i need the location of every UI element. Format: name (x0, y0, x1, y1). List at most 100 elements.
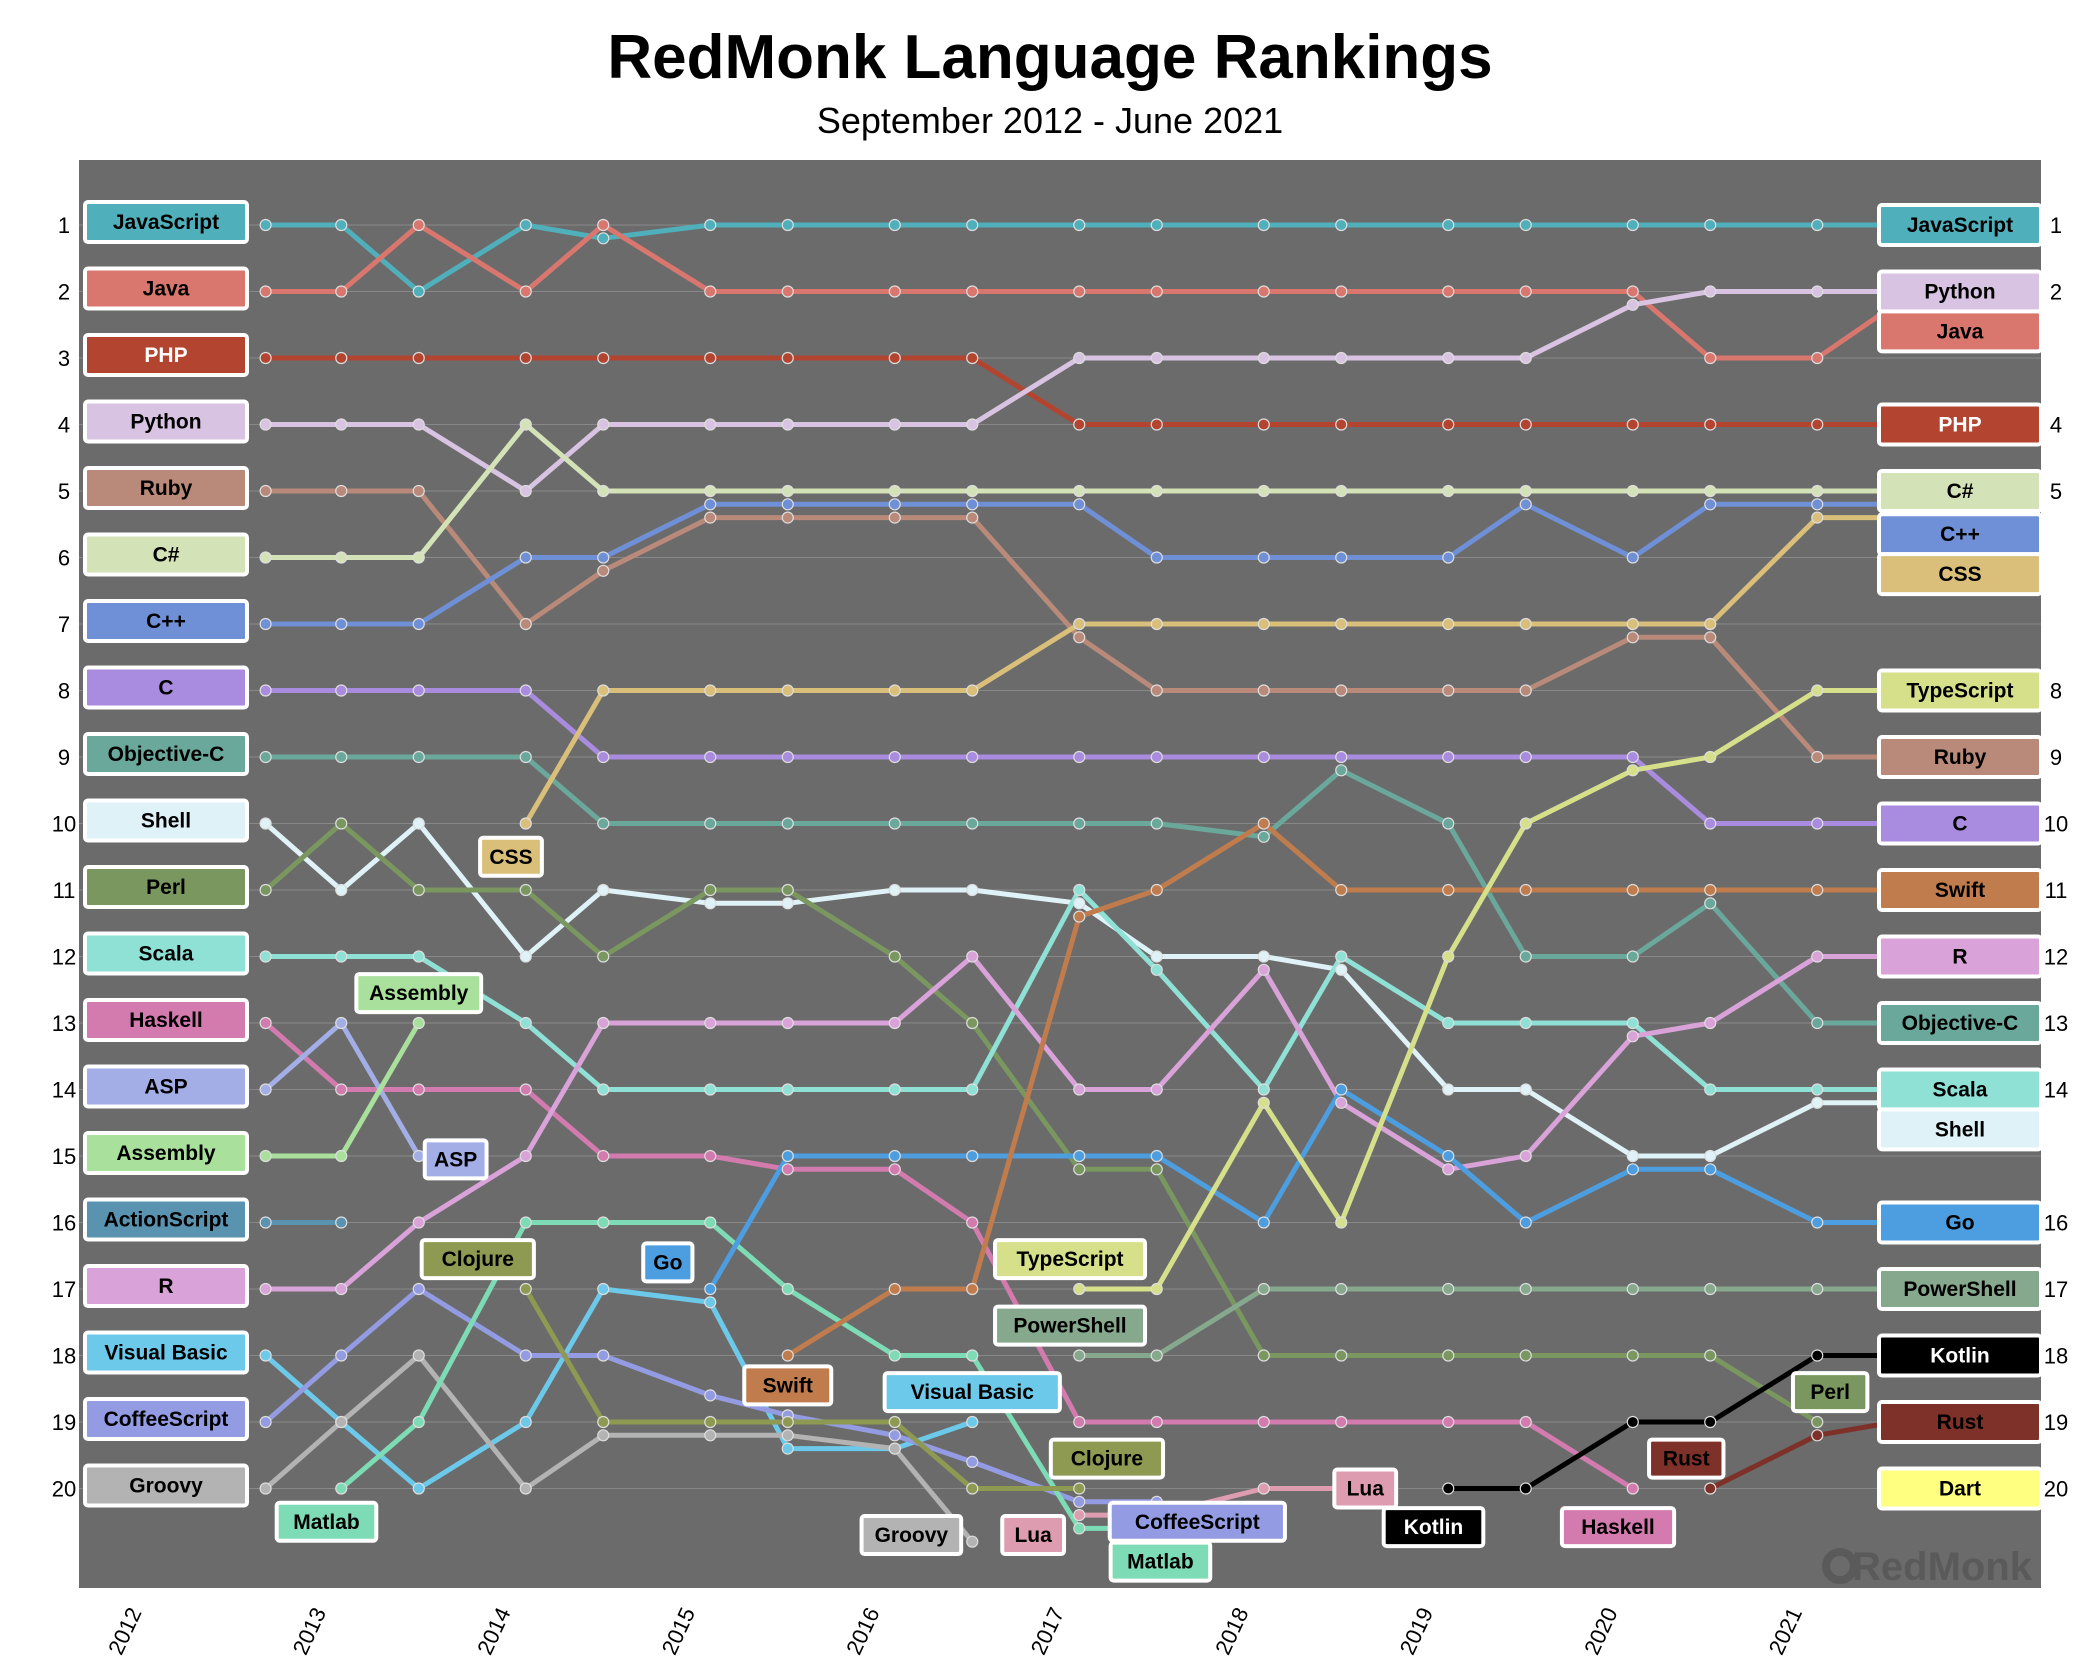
data-point-groovy (412, 1349, 425, 1362)
data-point-swift (888, 1282, 901, 1296)
inline-label-clojure-text: Clojure (1071, 1448, 1143, 1471)
left-label-haskell-text: Haskell (129, 1009, 203, 1032)
data-point-r (1442, 1163, 1455, 1176)
left-label-coffeescript: CoffeeScript (83, 1397, 249, 1441)
data-point-ruby (259, 484, 272, 498)
data-point-haskell (1626, 1482, 1639, 1495)
data-point-ruby (781, 511, 794, 524)
data-point-scala (1150, 963, 1163, 976)
watermark: RedMonk (1852, 1545, 2033, 1589)
data-point-javascript (966, 218, 979, 232)
data-point-matlab (519, 1216, 532, 1229)
left-label-c-text: C (158, 677, 173, 700)
series-line-powershell (1076, 1286, 1898, 1358)
year-tick-label: 2012 (103, 1604, 146, 1659)
data-point-c (519, 684, 532, 697)
data-point-swift (1704, 883, 1717, 897)
data-point-cplusplus (1704, 498, 1717, 511)
left-label-scala: Scala (83, 931, 249, 976)
left-label-haskell-box (83, 998, 249, 1042)
right-label-scala: Scala (1877, 1067, 2043, 1112)
left-label-shell: Shell (83, 798, 249, 843)
left-label-csharp-text: C# (153, 544, 180, 567)
right-label-shell-text: Shell (1935, 1118, 1985, 1141)
right-label-php-box (1877, 402, 2043, 447)
right-label-java: Java (1877, 309, 2043, 354)
data-point-java (1073, 285, 1086, 298)
data-point-javascript (1626, 218, 1639, 232)
data-point-r (335, 1282, 348, 1296)
right-label-csharp: C# (1877, 469, 2043, 513)
data-point-coffeescript (519, 1349, 532, 1362)
data-point-java (1442, 285, 1455, 298)
rank-tick-label: 18 (52, 1344, 76, 1369)
data-point-objective-c (412, 750, 425, 764)
data-point-visual-basic (519, 1415, 532, 1429)
inline-label-rust: Rust (1647, 1437, 1726, 1480)
data-point-perl (335, 817, 348, 830)
data-point-css (966, 684, 979, 697)
data-point-objective-c (597, 817, 610, 830)
data-point-php (1073, 418, 1086, 431)
data-point-r (704, 1016, 717, 1030)
right-label-ruby-box (1877, 735, 2043, 779)
chart-subtitle: September 2012 - June 2021 (816, 100, 1284, 141)
data-point-php (597, 351, 610, 365)
left-label-python-text: Python (130, 411, 201, 434)
data-point-objective-c (259, 750, 272, 764)
right-label-r: R (1877, 934, 2043, 979)
left-label-haskell: Haskell (83, 998, 249, 1042)
inline-label-clojure: Clojure (419, 1238, 536, 1281)
right-label-powershell: PowerShell (1877, 1267, 2043, 1311)
data-point-clojure (519, 1282, 532, 1296)
data-point-go (966, 1149, 979, 1163)
inline-label-assembly-text: Assembly (369, 982, 469, 1005)
data-point-groovy (597, 1429, 610, 1442)
inline-label-lua-box (1332, 1467, 1399, 1510)
data-point-clojure (704, 1415, 717, 1429)
inline-label-go: Go (641, 1241, 695, 1284)
data-point-objective-c (781, 817, 794, 830)
data-point-scala (1811, 1083, 1824, 1096)
data-point-groovy (704, 1429, 717, 1442)
data-point-perl (519, 883, 532, 897)
data-point-scala (335, 950, 348, 963)
rank-tick-label: 15 (52, 1144, 76, 1169)
data-point-groovy (966, 1535, 979, 1548)
left-label-c: C (83, 665, 249, 710)
logo-mark-icon (1822, 1548, 1858, 1584)
inline-label-groovy: Groovy (859, 1514, 964, 1557)
right-label-c: C (1877, 801, 2043, 846)
year-tick-label: 2019 (1395, 1604, 1438, 1659)
rank-tick-label: 20 (52, 1477, 76, 1502)
inline-label-clojure-box (1048, 1437, 1166, 1480)
data-point-php (335, 351, 348, 365)
data-point-clojure (1073, 1482, 1086, 1495)
left-label-objective-c-text: Objective-C (108, 743, 225, 766)
data-point-go (888, 1149, 901, 1163)
data-point-cplusplus (597, 551, 610, 564)
left-label-python: Python (83, 399, 249, 444)
left-label-coffeescript-text: CoffeeScript (104, 1408, 229, 1431)
inline-label-perl-text: Perl (1810, 1381, 1850, 1404)
data-point-perl (1519, 1349, 1532, 1362)
inline-label-assembly: Assembly (354, 972, 484, 1015)
left-label-javascript-text: JavaScript (113, 211, 219, 234)
data-point-perl (597, 950, 610, 963)
data-point-visual-basic (966, 1415, 979, 1429)
right-label-cplusplus-text: C++ (1940, 523, 1980, 546)
left-label-assembly-box (83, 1131, 249, 1175)
data-point-matlab (966, 1349, 979, 1362)
left-label-actionscript-box (83, 1197, 249, 1242)
right-label-javascript: JavaScript (1877, 203, 2043, 247)
data-point-cplusplus (1073, 498, 1086, 511)
inline-label-visual-basic: Visual Basic (882, 1371, 1062, 1414)
inline-label-matlab-box (1108, 1540, 1213, 1583)
data-point-java (1811, 351, 1824, 365)
right-label-typescript-box (1877, 668, 2043, 713)
right-label-csharp-box (1877, 469, 2043, 513)
data-point-r (1335, 1096, 1348, 1109)
right-label-kotlin-box (1877, 1333, 2043, 1378)
data-point-javascript (335, 218, 348, 232)
data-point-c (704, 750, 717, 764)
